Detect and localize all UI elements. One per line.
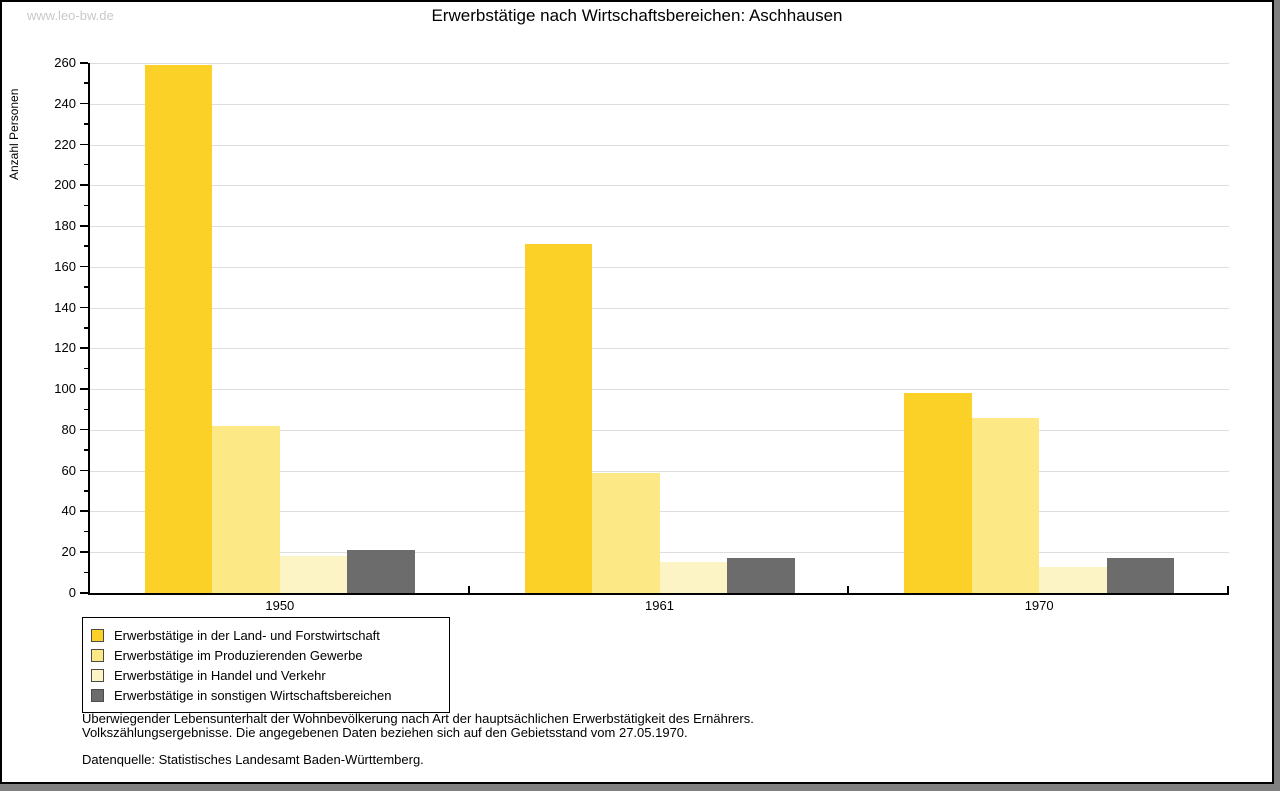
x-tick-label: 1970 [1024,598,1054,613]
chart-title: Erwerbstätige nach Wirtschaftsbereichen:… [431,6,843,25]
gridline [90,266,1229,268]
x-axis-tick-labels: 1950 1961 1970 [90,598,1229,616]
y-tick-label: 220 [54,136,76,152]
legend-row: Erwerbstätige im Produzierenden Gewerbe [91,645,441,665]
bar [971,417,1040,593]
bar [212,425,280,593]
bar [279,556,348,593]
legend-row: Erwerbstätige in Handel und Verkehr [91,665,441,685]
watermark: www.leo-bw.de [27,8,114,23]
y-major-tick [80,388,88,390]
y-major-tick [80,428,88,431]
bar [659,562,727,593]
gridline [90,307,1229,309]
y-minor-tick [84,571,88,574]
legend-row: Erwerbstätige in sonstigen Wirtschaftsbe… [91,685,441,705]
bar [1039,566,1107,593]
y-axis-ticks [2,62,88,594]
y-major-tick [80,225,88,227]
footnote-line-2: Volkszählungsergebnisse. Die angegebenen… [82,725,688,740]
y-minor-tick [84,163,88,166]
y-minor-tick [84,286,88,288]
y-tick-label: 80 [61,421,76,437]
y-tick-label: 140 [54,299,76,315]
y-minor-tick [84,367,88,370]
y-minor-tick [84,490,88,492]
y-major-tick [80,469,88,472]
data-source-note: Datenquelle: Statistisches Landesamt Bad… [82,752,424,767]
plot-area [88,63,1229,595]
y-tick-label: 260 [54,55,76,70]
y-minor-tick [84,408,88,411]
y-major-tick [80,62,88,64]
y-major-tick [80,592,88,594]
gridline [90,144,1229,146]
y-minor-tick [84,123,88,125]
gridline [90,226,1229,228]
x-axis-tick [1227,586,1229,593]
y-major-tick [80,184,88,186]
y-major-tick [80,102,88,105]
gridline [90,348,1229,350]
gridline [90,470,1229,472]
legend-label: Erwerbstätige in der Land- und Forstwirt… [114,627,380,643]
y-tick-label: 20 [61,544,76,560]
legend-swatch [91,628,104,642]
bar [1106,558,1175,593]
y-minor-tick [84,530,88,533]
legend-label: Erwerbstätige in Handel und Verkehr [114,667,326,683]
y-axis-tick-labels: 0 20 40 60 80 100 120 140 160 180 200 220 240 260 [2,55,76,600]
y-tick-label: 160 [54,258,76,274]
legend-label: Erwerbstätige im Produzierenden Gewerbe [114,647,363,663]
gridline [90,63,1229,64]
gridline [90,511,1229,513]
gridline [90,552,1229,554]
x-tick-label: 1950 [265,598,295,613]
bar [904,393,972,593]
gridline [90,429,1229,431]
y-tick-label: 200 [54,177,76,193]
legend-swatch [91,648,104,662]
legend: Erwerbstätige in der Land- und Forstwirt… [82,617,450,713]
legend-label: Erwerbstätige in sonstigen Wirtschaftsbe… [114,687,392,703]
y-minor-tick [84,449,88,451]
gridline [90,185,1229,187]
y-minor-tick [84,327,88,329]
y-tick-label: 100 [54,381,76,397]
legend-row: Erwerbstätige in der Land- und Forstwirt… [91,625,441,645]
bar [592,472,660,593]
bar [347,550,415,593]
y-major-tick [80,347,88,349]
y-tick-label: 0 [68,585,76,600]
x-axis-tick [847,586,850,593]
y-tick-label: 180 [54,218,76,234]
legend-swatch [91,688,104,702]
x-axis-tick [467,586,470,593]
footnote-line-1: Überwiegender Lebensunterhalt der Wohnbe… [82,711,754,726]
y-major-tick [80,306,88,309]
y-tick-label: 60 [61,462,76,478]
bar [144,65,213,593]
x-tick-label: 1961 [645,598,674,613]
bar [727,558,795,593]
bar [524,244,592,593]
y-major-tick [80,265,88,268]
legend-swatch [91,668,104,682]
y-tick-label: 120 [54,340,76,356]
gridline [90,103,1229,105]
y-minor-tick [84,204,88,207]
y-minor-tick [84,82,88,84]
y-major-tick [80,551,88,553]
gridline [90,389,1229,391]
y-tick-label: 240 [54,95,76,111]
y-major-tick [80,143,88,146]
y-major-tick [80,510,88,512]
y-tick-label: 40 [61,503,76,519]
y-minor-tick [84,245,88,247]
